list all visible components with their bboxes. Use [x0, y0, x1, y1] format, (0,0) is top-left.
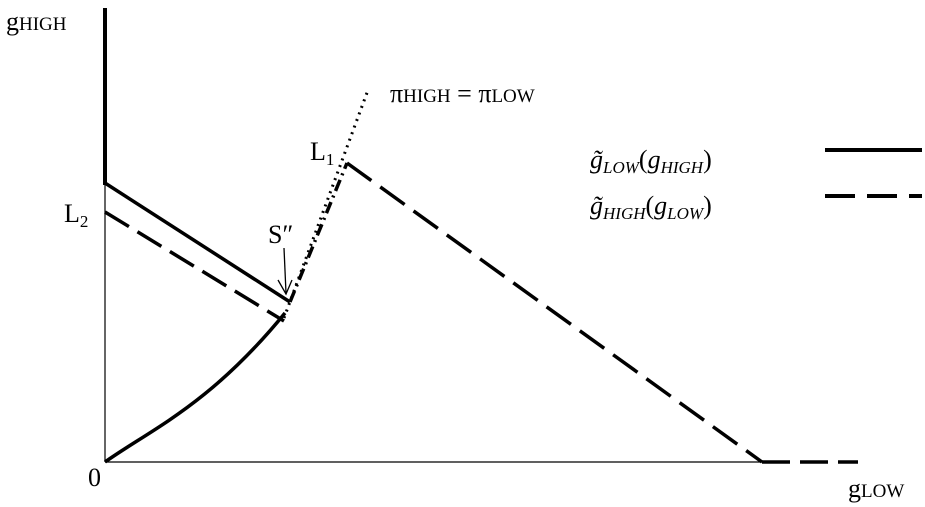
l2-sub: 2 [80, 212, 89, 231]
paren: ) [703, 191, 712, 220]
arg-sub: HIGH [660, 158, 705, 177]
arrow-shaft [283, 247, 287, 294]
pi: π [478, 79, 491, 108]
func-sub: LOW [602, 158, 641, 177]
l2-base: L [64, 199, 80, 228]
l1-label: L1 [310, 137, 334, 169]
pi-sub: LOW [491, 86, 534, 107]
arrow-head [277, 279, 293, 296]
paren: ) [703, 145, 712, 174]
paren: ( [639, 145, 648, 174]
l1-sub: 1 [326, 150, 335, 169]
x-label: gLOW [848, 474, 904, 503]
iso-profit-label: πHIGH = πLOW [390, 79, 535, 108]
x-label-base: g [848, 474, 861, 503]
solid-curve [103, 311, 287, 464]
func: g̃ [590, 145, 604, 174]
dash-dot-segment [288, 162, 349, 303]
y-label-sub: HIGH [19, 14, 67, 35]
legend-entry: g̃HIGH(gLOW) [590, 191, 712, 223]
legend-entry: g̃LOW(gHIGH) [590, 145, 712, 177]
y-label-base: g [6, 7, 19, 36]
arg: g [654, 191, 667, 220]
y-label: gHIGH [6, 7, 67, 36]
lines [103, 8, 922, 464]
equals: = [451, 79, 479, 108]
paren: ( [646, 191, 655, 220]
x-label-sub: LOW [861, 481, 904, 502]
pi: π [390, 79, 403, 108]
dashed-reaction-right [345, 161, 764, 464]
l2-label: L2 [64, 199, 88, 231]
l1-base: L [310, 137, 326, 166]
func: g̃ [590, 191, 604, 220]
origin-label: 0 [88, 463, 101, 492]
func-sub: HIGH [602, 204, 647, 223]
arg-sub: LOW [666, 204, 705, 223]
s-label: S″ [268, 220, 293, 249]
pi-sub: HIGH [403, 86, 451, 107]
arg: g [648, 145, 661, 174]
iso-profit-line [282, 89, 370, 319]
solid-reaction [104, 181, 291, 304]
dashed-reaction [104, 210, 285, 323]
